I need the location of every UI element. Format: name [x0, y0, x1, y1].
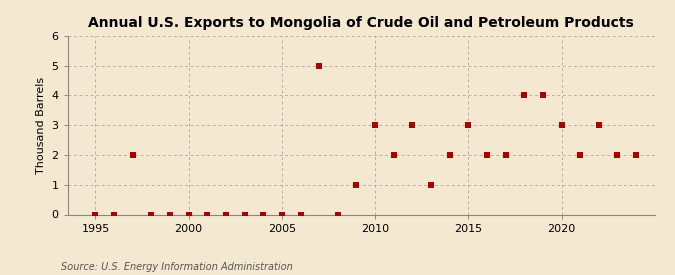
Point — [239, 212, 250, 217]
Point — [165, 212, 176, 217]
Point — [109, 212, 119, 217]
Point — [202, 212, 213, 217]
Point — [146, 212, 157, 217]
Point — [481, 153, 492, 157]
Point — [90, 212, 101, 217]
Point — [314, 63, 325, 68]
Point — [556, 123, 567, 127]
Point — [519, 93, 530, 98]
Point — [332, 212, 343, 217]
Point — [630, 153, 641, 157]
Point — [575, 153, 586, 157]
Point — [463, 123, 474, 127]
Point — [407, 123, 418, 127]
Point — [444, 153, 455, 157]
Point — [388, 153, 399, 157]
Point — [426, 183, 437, 187]
Point — [612, 153, 623, 157]
Point — [593, 123, 604, 127]
Text: Source: U.S. Energy Information Administration: Source: U.S. Energy Information Administ… — [61, 262, 292, 272]
Point — [351, 183, 362, 187]
Point — [128, 153, 138, 157]
Point — [277, 212, 288, 217]
Point — [184, 212, 194, 217]
Point — [537, 93, 548, 98]
Point — [370, 123, 381, 127]
Point — [221, 212, 232, 217]
Point — [295, 212, 306, 217]
Point — [258, 212, 269, 217]
Point — [500, 153, 511, 157]
Title: Annual U.S. Exports to Mongolia of Crude Oil and Petroleum Products: Annual U.S. Exports to Mongolia of Crude… — [88, 16, 634, 31]
Y-axis label: Thousand Barrels: Thousand Barrels — [36, 76, 46, 174]
